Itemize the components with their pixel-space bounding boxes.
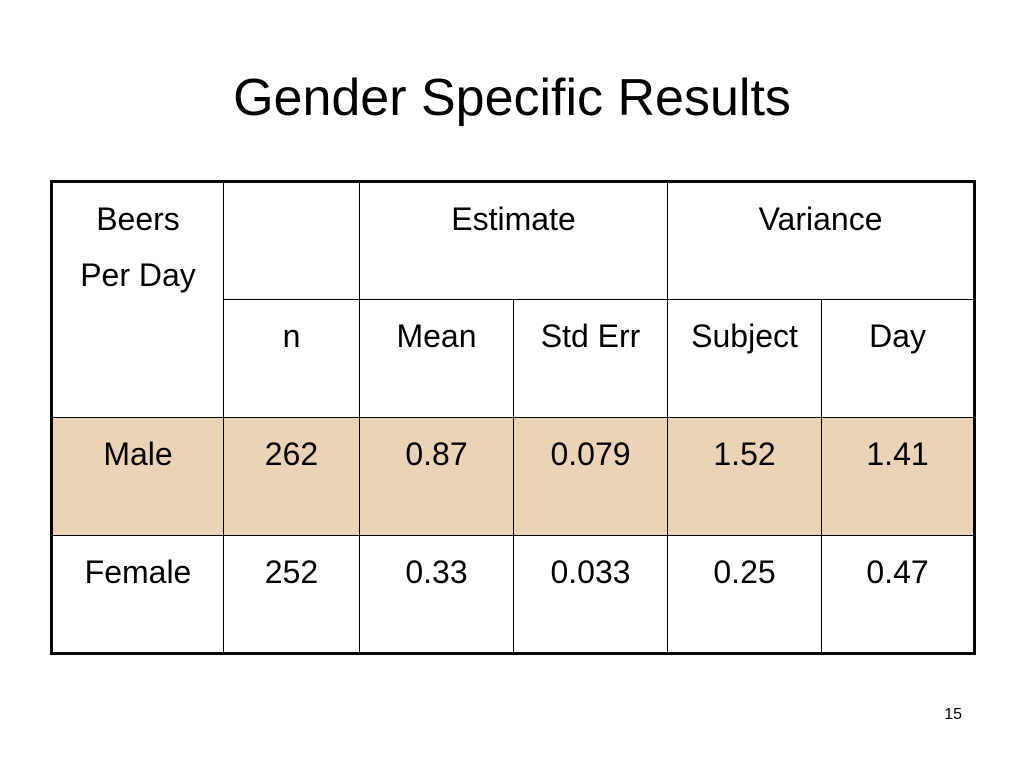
table-cell: 0.33 bbox=[359, 535, 514, 654]
header-line: Per Day bbox=[80, 257, 196, 293]
estimate-header: Estimate bbox=[358, 181, 669, 300]
table-cell: 0.079 bbox=[512, 417, 669, 536]
n-header: n bbox=[223, 299, 360, 418]
variance-header: Variance bbox=[667, 181, 976, 300]
table-cell: 0.87 bbox=[359, 417, 514, 536]
results-table: Beers Per Day Estimate Variance n Mean S… bbox=[50, 180, 977, 655]
table-cell: 0.033 bbox=[512, 535, 669, 654]
std-err-header: Std Err bbox=[512, 299, 669, 418]
table-cell: 1.52 bbox=[667, 417, 823, 536]
slide-title: Gender Specific Results bbox=[233, 69, 791, 127]
table-cell: 262 bbox=[223, 417, 360, 536]
table-subheader-row: n Mean Std Err Subject Day bbox=[52, 299, 976, 418]
table-cell: 0.25 bbox=[667, 535, 823, 654]
subject-header: Subject bbox=[667, 299, 823, 418]
mean-header: Mean bbox=[359, 299, 514, 418]
day-header: Day bbox=[821, 299, 976, 418]
table-cell: 0.47 bbox=[821, 535, 976, 654]
table-cell: 252 bbox=[223, 535, 360, 654]
row-label: Female bbox=[51, 535, 224, 654]
page-number: 15 bbox=[944, 706, 962, 723]
blank-header-cell bbox=[223, 181, 360, 300]
table-cell: 1.41 bbox=[821, 417, 976, 536]
table-row-female: Female 252 0.33 0.033 0.25 0.47 bbox=[51, 535, 976, 654]
beers-per-day-header: Beers Per Day bbox=[51, 181, 224, 418]
header-line: Beers bbox=[96, 201, 180, 237]
table-row-male: Male 262 0.87 0.079 1.52 1.41 bbox=[51, 417, 976, 536]
row-label: Male bbox=[51, 417, 224, 536]
table-header-row: Beers Per Day Estimate Variance bbox=[51, 181, 976, 418]
